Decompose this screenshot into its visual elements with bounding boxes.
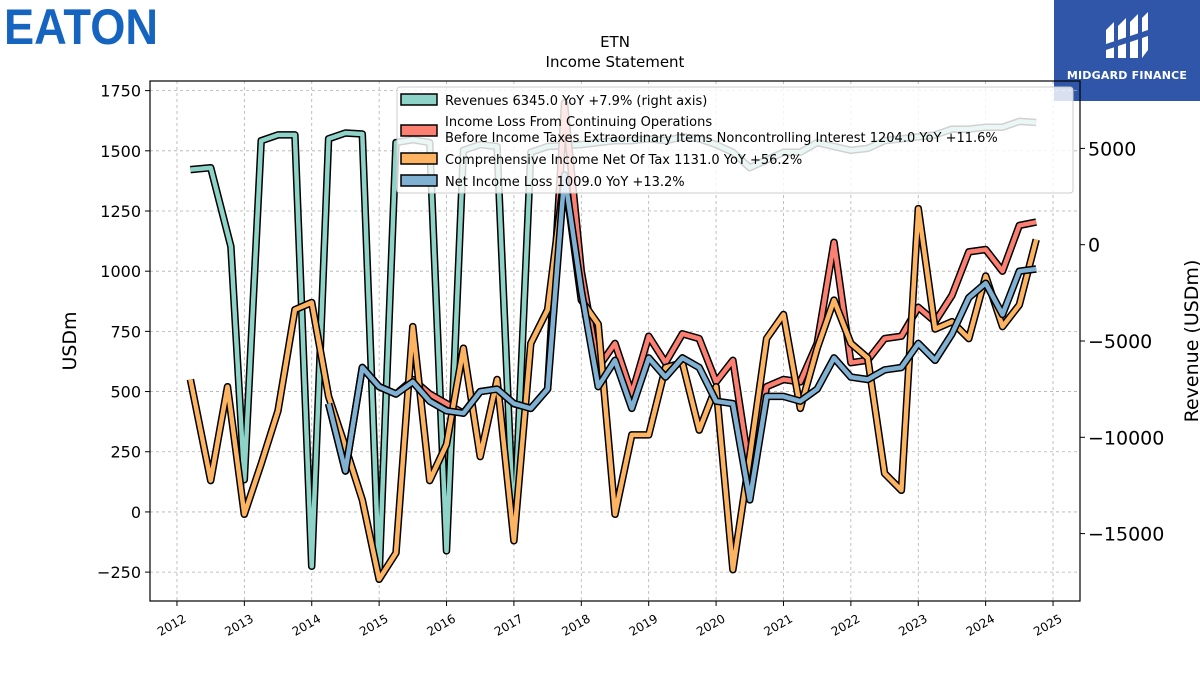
x-tick-label: 2023 bbox=[896, 611, 929, 638]
y2-tick-label: −15000 bbox=[1088, 524, 1164, 546]
legend-label-pretax-income-line2: Before Income Taxes Extraordinary Items … bbox=[445, 131, 998, 146]
y2-tick-label: −10000 bbox=[1088, 427, 1164, 449]
legend-swatch-pretax-income bbox=[400, 124, 438, 137]
x-axis: 2012 2013 2014 2015 2016 2017 2018 2019 2020 2021… bbox=[155, 601, 1065, 639]
legend-swatch-revenues bbox=[400, 93, 438, 106]
legend-label-revenues: Revenues 6345.0 YoY +7.9% (right axis) bbox=[445, 94, 707, 109]
chart-title: ETN bbox=[600, 33, 630, 51]
legend-box bbox=[396, 86, 1074, 194]
y-tick-label: 1750 bbox=[100, 82, 141, 101]
x-tick-label: 2018 bbox=[559, 611, 592, 638]
y-axis-label: USDm bbox=[59, 311, 81, 370]
midgard-monogram-icon bbox=[1106, 12, 1148, 58]
y-tick-label: 0 bbox=[131, 503, 141, 522]
x-tick-label: 2024 bbox=[964, 611, 997, 638]
brand-name: MIDGARD FINANCE bbox=[1066, 69, 1188, 82]
y-tick-label: 250 bbox=[110, 443, 141, 462]
left-axis: −250 0 250 500 750 1000 1250 1500 1750 bbox=[97, 82, 150, 582]
x-tick-label: 2020 bbox=[694, 611, 727, 638]
y2-axis-label: Revenue (USDm) bbox=[1181, 260, 1200, 423]
x-tick-label: 2012 bbox=[155, 611, 188, 638]
legend-label-comprehensive-income: Comprehensive Income Net Of Tax 1131.0 Y… bbox=[445, 153, 802, 168]
y2-tick-label: 5000 bbox=[1088, 138, 1136, 160]
x-tick-label: 2021 bbox=[762, 611, 795, 638]
y-tick-label: 1000 bbox=[100, 262, 141, 281]
x-tick-label: 2014 bbox=[290, 611, 323, 638]
midgard-finance-logo: MIDGARD FINANCE bbox=[1054, 0, 1200, 101]
chart-subtitle: Income Statement bbox=[546, 53, 685, 71]
x-tick-label: 2019 bbox=[627, 611, 660, 638]
y-tick-label: 1500 bbox=[100, 142, 141, 161]
y2-tick-label: −5000 bbox=[1088, 331, 1152, 353]
eaton-wordmark: EATON bbox=[4, 4, 158, 48]
legend: Revenues 6345.0 YoY +7.9% (right axis) I… bbox=[396, 86, 1074, 194]
series-layer bbox=[186, 98, 1040, 584]
eaton-logo: EATON bbox=[4, 4, 158, 48]
y-tick-label: 500 bbox=[110, 383, 141, 402]
legend-swatch-comprehensive-income bbox=[400, 152, 438, 165]
series-line-net-income bbox=[326, 172, 1037, 503]
right-axis: −15000 −10000 −5000 0 5000 bbox=[1080, 138, 1164, 546]
x-tick-label: 2016 bbox=[425, 611, 458, 638]
x-tick-label: 2017 bbox=[492, 611, 525, 638]
x-tick-label: 2022 bbox=[829, 611, 862, 638]
series-line-pretax-income bbox=[326, 100, 1037, 474]
y-tick-label: −250 bbox=[97, 563, 141, 582]
y2-tick-label: 0 bbox=[1088, 235, 1100, 257]
x-tick-label: 2013 bbox=[222, 611, 255, 638]
legend-swatch-net-income bbox=[400, 174, 438, 187]
legend-label-pretax-income-line1: Income Loss From Continuing Operations bbox=[445, 115, 712, 130]
x-tick-label: 2025 bbox=[1031, 611, 1064, 638]
y-tick-label: 750 bbox=[110, 322, 141, 341]
x-tick-label: 2015 bbox=[357, 611, 390, 638]
y-tick-label: 1250 bbox=[100, 202, 141, 221]
legend-label-net-income: Net Income Loss 1009.0 YoY +13.2% bbox=[445, 175, 685, 190]
